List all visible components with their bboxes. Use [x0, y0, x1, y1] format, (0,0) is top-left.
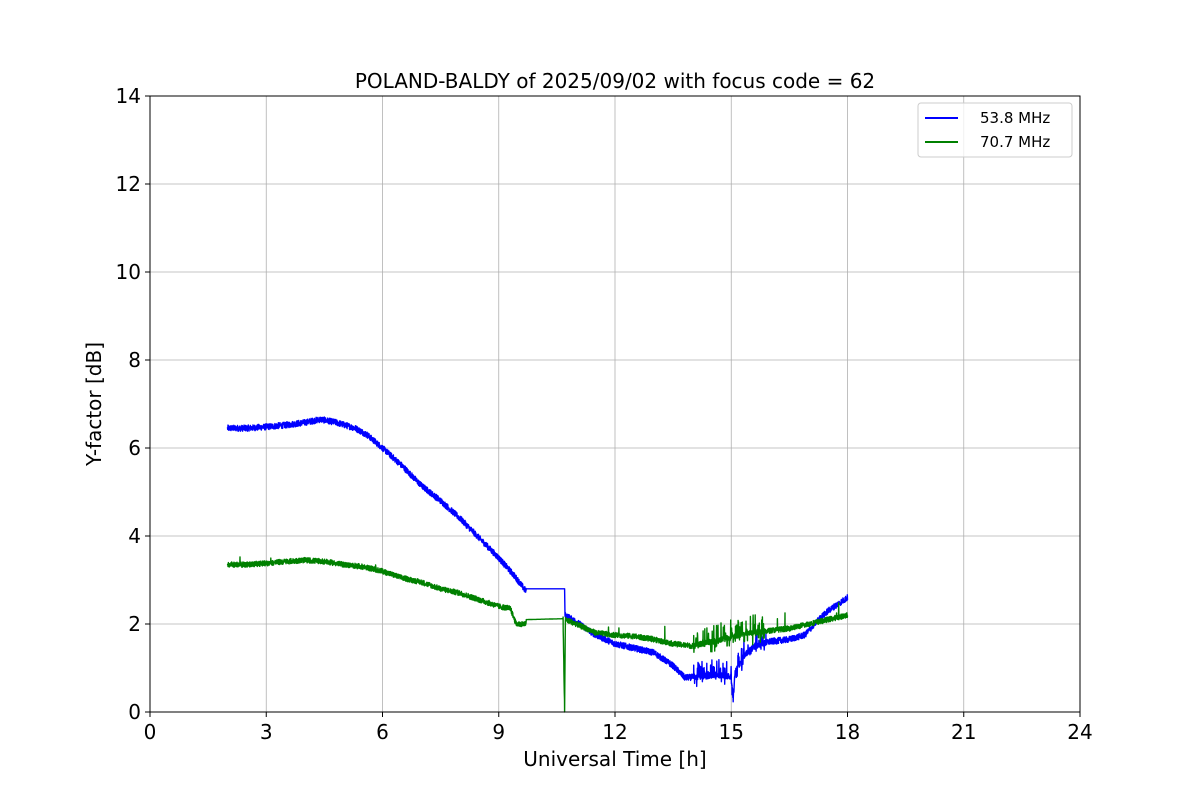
y-tick-label: 6	[128, 436, 141, 460]
x-tick-label: 3	[260, 720, 273, 744]
y-tick-label: 12	[116, 172, 141, 196]
chart-title: POLAND-BALDY of 2025/09/02 with focus co…	[355, 69, 875, 93]
series-line-70-7	[226, 556, 849, 713]
y-tick-label: 8	[128, 348, 141, 372]
legend-label-53-8: 53.8 MHz	[980, 109, 1050, 127]
legend: 53.8 MHz 70.7 MHz	[917, 102, 1073, 158]
x-tick-label: 12	[602, 720, 627, 744]
legend-label-70-7: 70.7 MHz	[980, 133, 1050, 151]
series-line-53-8	[226, 416, 849, 703]
y-tick-label: 4	[128, 524, 141, 548]
series-lines	[226, 416, 849, 713]
y-axis-label: Y-factor [dB]	[82, 342, 106, 467]
x-tick-label: 18	[835, 720, 860, 744]
x-tick-label: 21	[951, 720, 976, 744]
grid	[149, 95, 1081, 713]
x-tick-label: 0	[144, 720, 157, 744]
y-tick-label: 14	[116, 84, 141, 108]
x-tick-label: 15	[719, 720, 744, 744]
x-axis-label: Universal Time [h]	[523, 747, 706, 771]
y-tick-label: 10	[116, 260, 141, 284]
y-tick-label: 2	[128, 612, 141, 636]
y-tick-label: 0	[128, 700, 141, 724]
x-tick-label: 6	[376, 720, 389, 744]
legend-box	[917, 102, 1073, 158]
x-tick-label: 9	[492, 720, 505, 744]
x-tick-label: 24	[1067, 720, 1092, 744]
